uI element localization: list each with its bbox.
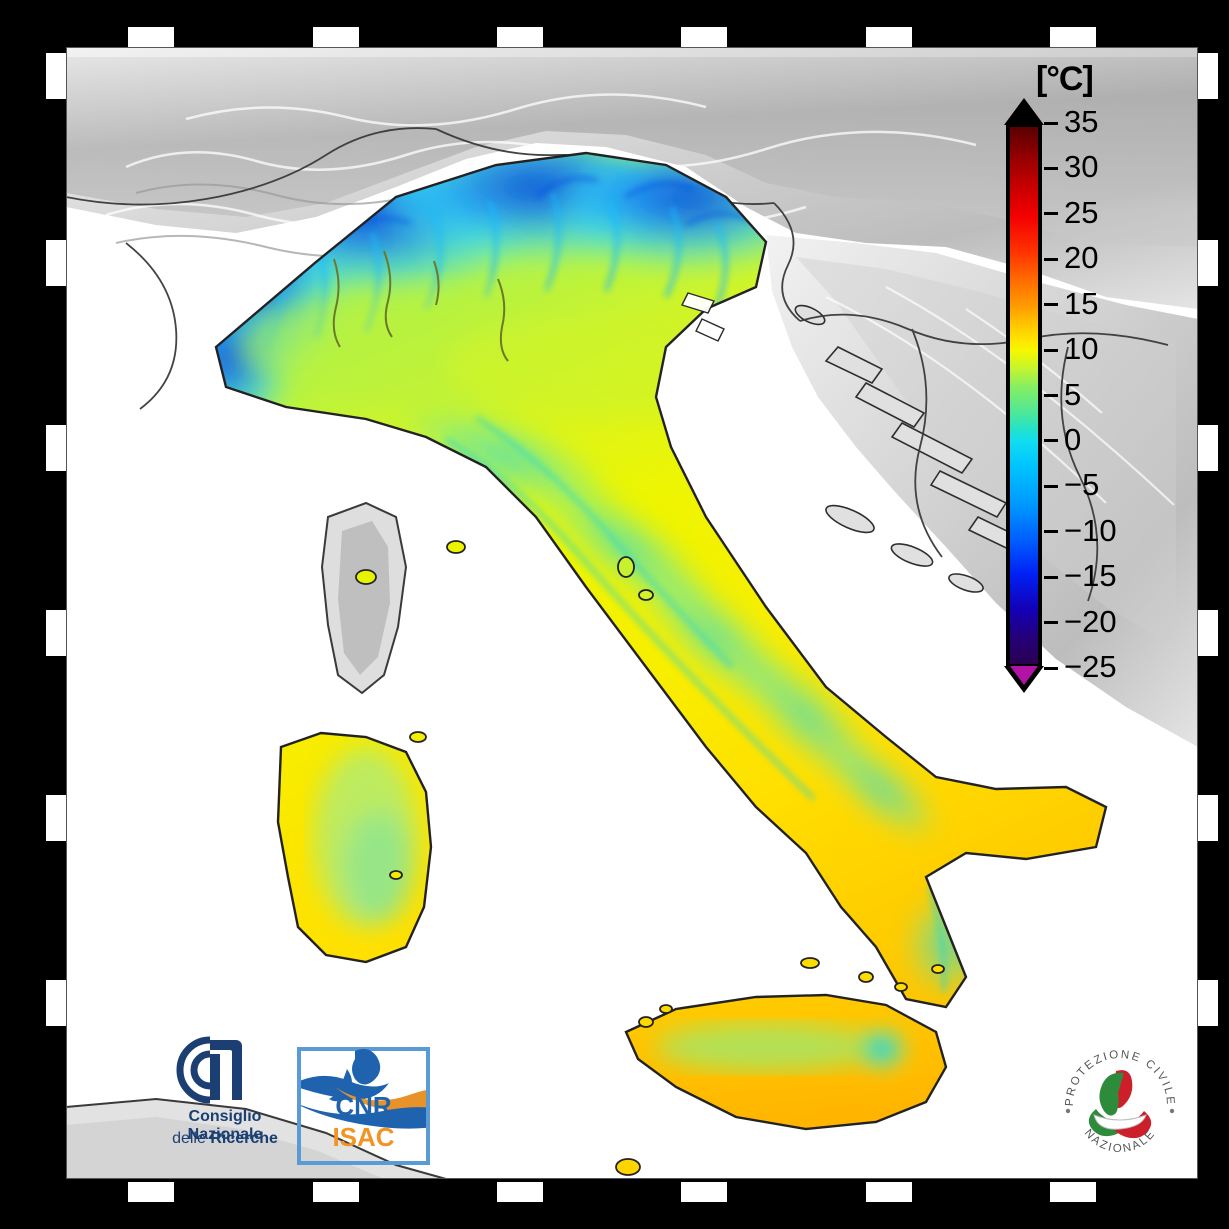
colorbar-tick-label: 35 — [1064, 104, 1099, 139]
isac-logo-text: CNR ISAC — [301, 1091, 426, 1153]
isac-logo-cnr: CNR — [335, 1091, 392, 1121]
colorbar-tick-label: 25 — [1064, 194, 1099, 230]
colorbar-under-arrow-fill — [1010, 666, 1038, 685]
colorbar-over-arrow-fill — [1010, 106, 1038, 125]
isac-logo-isac: ISAC — [332, 1122, 395, 1152]
colorbar-tick-label: −10 — [1064, 512, 1117, 548]
colorbar-gradient[interactable] — [1006, 123, 1042, 668]
colorbar-tick-label: 20 — [1064, 240, 1099, 276]
mt-etna-cold-spot — [848, 1019, 916, 1079]
italy-coastline — [214, 151, 1108, 1009]
colorbar-tick — [1044, 530, 1058, 534]
cnr-logo-line1: Consiglio Nazionale — [187, 1108, 263, 1143]
colorbar[interactable]: [°C] 35 30 25 20 15 10 5 0 −5 −10 −15 −20 −25 — [1000, 60, 1160, 700]
colorbar-tick — [1044, 121, 1058, 125]
cnr-isac-logo: CNR ISAC — [297, 1047, 430, 1165]
colorbar-tick-label: −5 — [1064, 467, 1100, 503]
colorbar-tick-label: 0 — [1064, 421, 1082, 457]
colorbar-tick-label: 15 — [1064, 285, 1099, 321]
colorbar-tick — [1044, 166, 1058, 170]
sardinia-coastline — [276, 731, 433, 964]
isac-wave-icon — [301, 1049, 426, 1129]
colorbar-tick — [1044, 575, 1058, 579]
colorbar-tick — [1044, 666, 1058, 670]
colorbar-tick-label: 10 — [1064, 331, 1099, 367]
protezione-civile-icon: PROTEZIONE CIVILE NAZIONALE — [1064, 1044, 1176, 1156]
colorbar-tick — [1044, 348, 1058, 352]
cnr-logo: Consiglio Nazionale delle Ricerche — [150, 1030, 290, 1180]
protezione-civile-logo: PROTEZIONE CIVILE NAZIONALE — [1055, 1035, 1185, 1165]
cnr-mark-icon — [176, 1036, 242, 1104]
colorbar-tick-label: −20 — [1064, 603, 1117, 639]
colorbar-tick-label: 5 — [1064, 376, 1082, 412]
colorbar-tick-label: −25 — [1064, 649, 1117, 684]
colorbar-tick — [1044, 394, 1058, 397]
colorbar-tick — [1044, 621, 1058, 625]
sicily-coastline — [624, 993, 948, 1131]
cnr-logo-line2-bold: Ricerche — [210, 1130, 278, 1147]
cnr-logo-line2-thin: delle — [172, 1130, 211, 1147]
colorbar-tick-label: 30 — [1064, 149, 1099, 185]
colorbar-tick — [1044, 484, 1058, 488]
colorbar-tick — [1044, 439, 1058, 443]
colorbar-tick — [1044, 303, 1058, 307]
colorbar-unit-label: [°C] — [1036, 60, 1094, 98]
colorbar-tick — [1044, 257, 1058, 261]
colorbar-tick-label: −15 — [1064, 558, 1117, 594]
colorbar-tick — [1044, 212, 1058, 216]
cnr-logo-line2: delle Ricerche — [150, 1130, 300, 1148]
